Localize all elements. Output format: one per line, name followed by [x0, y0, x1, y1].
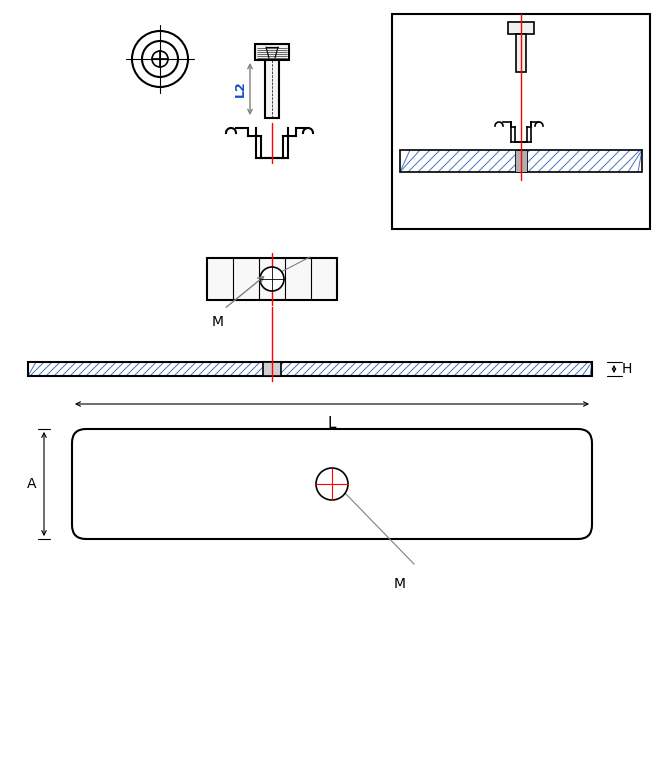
Circle shape	[316, 468, 348, 500]
Bar	[392, 14, 650, 229]
Circle shape	[260, 267, 284, 291]
Bar	[28, 362, 592, 376]
Bar	[516, 34, 526, 72]
Text: H: H	[622, 362, 632, 376]
Text: L: L	[328, 416, 336, 431]
Bar	[255, 44, 289, 60]
Text: L2: L2	[234, 81, 246, 98]
Text: A: A	[27, 477, 37, 491]
Text: M: M	[394, 577, 406, 591]
Bar	[515, 150, 527, 172]
Bar	[265, 60, 279, 118]
Bar	[263, 362, 281, 376]
Text: M: M	[212, 315, 224, 329]
Bar	[400, 150, 642, 172]
Bar	[207, 258, 337, 300]
FancyBboxPatch shape	[72, 429, 592, 539]
Bar	[508, 22, 534, 34]
